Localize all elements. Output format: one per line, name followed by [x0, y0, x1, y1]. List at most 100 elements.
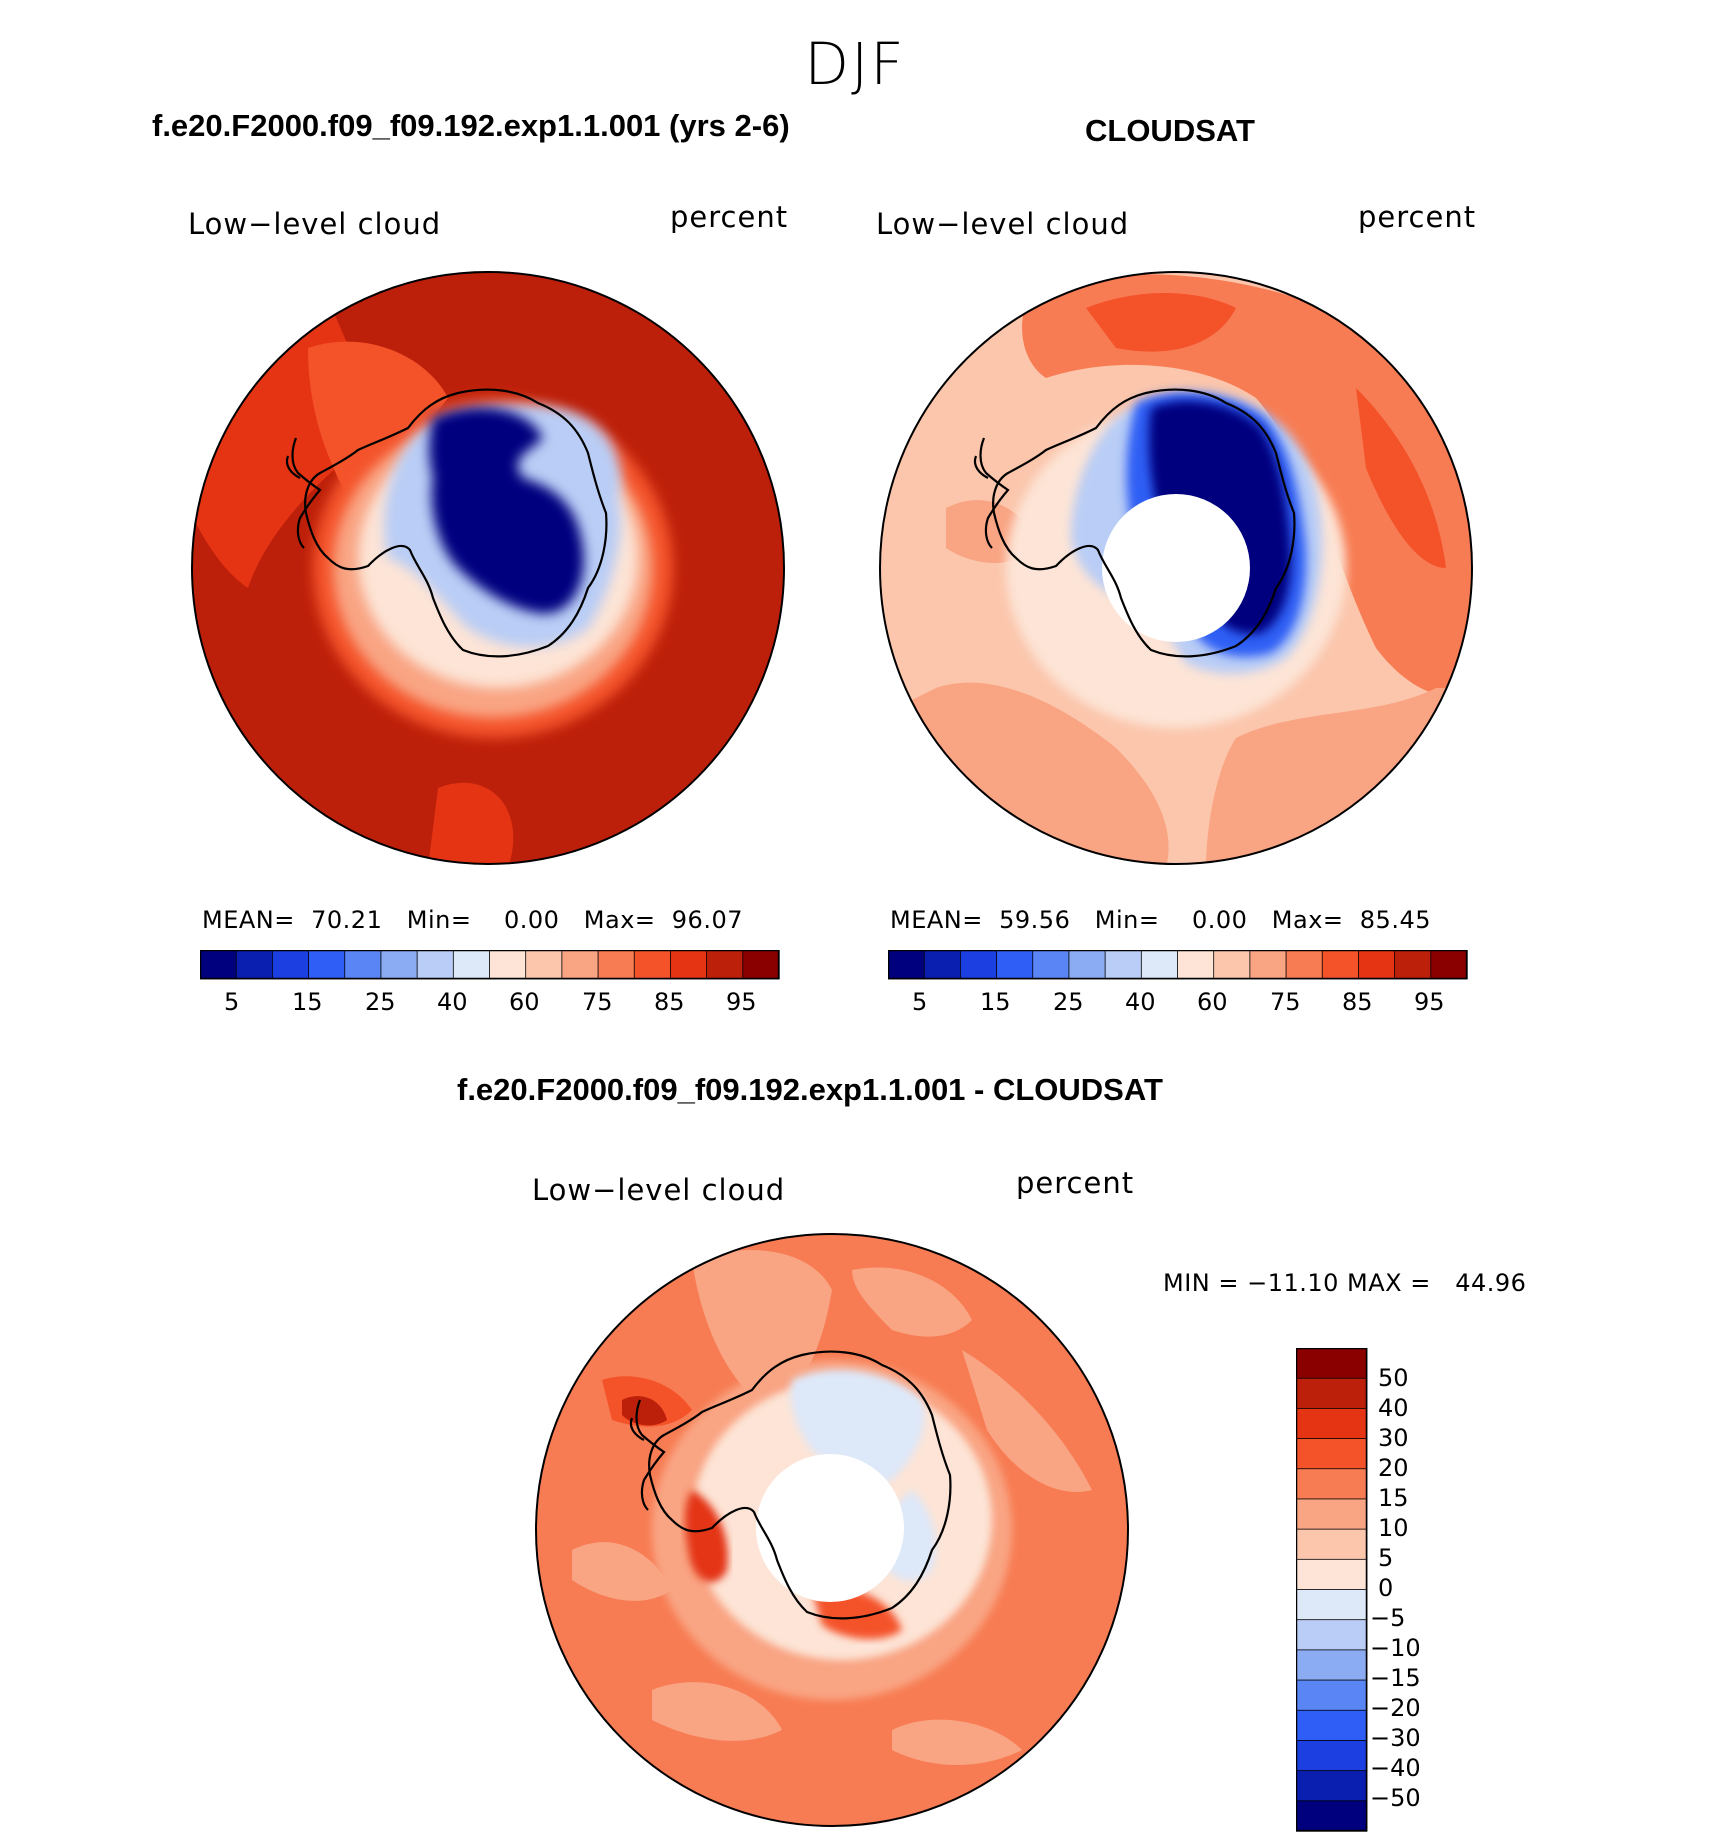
- colorbar-cell: [1140, 950, 1179, 980]
- panel-2-tick: 25: [1053, 988, 1084, 1016]
- diff-tick: −20: [1370, 1694, 1421, 1722]
- colorbar-cell: [1296, 1438, 1368, 1470]
- diff-tick: 0: [1378, 1574, 1394, 1602]
- colorbar-cell: [380, 950, 418, 980]
- panel-2-tick: 75: [1270, 988, 1301, 1016]
- diff-colorbar-ticks: 50 40 30 20 15 10 5 0 −5 −10 −15 −20 −30…: [1370, 1348, 1458, 1832]
- colorbar-cell: [597, 950, 635, 980]
- diff-colorbar-cells: [1296, 1348, 1368, 1832]
- panel-1-max-value: 96.07: [671, 906, 743, 934]
- panel-2-max-value: 85.45: [1359, 906, 1431, 934]
- panel-1-tick: 5: [224, 988, 240, 1016]
- colorbar-cell: [200, 950, 237, 980]
- panel-2-tick: 60: [1197, 988, 1228, 1016]
- diff-antarctica-coastline: [629, 1350, 952, 1620]
- colorbar-cell: [1296, 1558, 1368, 1591]
- panel-1-tick: 40: [437, 988, 468, 1016]
- colorbar-cell: [1296, 1377, 1368, 1410]
- panel-2-min-label: Min=: [1094, 906, 1160, 934]
- diff-tick: 20: [1378, 1454, 1409, 1482]
- diff-tick: −40: [1370, 1754, 1421, 1782]
- panel-1-tick: 60: [509, 988, 540, 1016]
- colorbar-cell: [1213, 950, 1251, 980]
- colorbar-cell: [1296, 1348, 1368, 1379]
- colorbar-cell: [344, 950, 382, 980]
- colorbar-cell: [525, 950, 563, 980]
- panel-1-min-label: Min=: [406, 906, 472, 934]
- diff-cloud-field: [536, 1234, 1128, 1826]
- colorbar-cell: [996, 950, 1034, 980]
- panel-1-tick: 95: [726, 988, 757, 1016]
- colorbar-cell: [888, 950, 925, 980]
- colorbar-cell: [670, 950, 708, 980]
- colorbar-cell: [959, 950, 998, 980]
- panel-2-tick: 15: [980, 988, 1011, 1016]
- diff-tick: 5: [1378, 1544, 1394, 1572]
- colorbar-cell: [1358, 950, 1396, 980]
- colorbar-cell: [416, 950, 455, 980]
- panel-1-tick: 25: [365, 988, 396, 1016]
- colorbar-cell: [1177, 950, 1215, 980]
- colorbar-cell: [308, 950, 346, 980]
- panel-2-map-border: [879, 271, 1473, 865]
- colorbar-cell: [1296, 1709, 1368, 1742]
- panel-1-map-border: [191, 271, 785, 865]
- panel-1-tick: 75: [582, 988, 613, 1016]
- colorbar-cell: [923, 950, 962, 980]
- diff-tick: 50: [1378, 1364, 1409, 1392]
- panel-2-mean-value: 59.56: [999, 906, 1071, 934]
- colorbar-cell: [1296, 1528, 1368, 1561]
- colorbar-cell: [633, 950, 672, 980]
- panel-1-mean-value: 70.21: [311, 906, 383, 934]
- diff-tick: −10: [1370, 1634, 1421, 1662]
- panel-2-antarctica-coastline: [973, 388, 1296, 658]
- panel-2-max-label: Max=: [1271, 906, 1344, 934]
- diff-tick: 15: [1378, 1484, 1409, 1512]
- colorbar-cell: [1296, 1619, 1368, 1651]
- diff-minmax-text: MIN = −11.10 MAX = 44.96: [1163, 1269, 1527, 1297]
- diff-tick: −5: [1370, 1604, 1406, 1632]
- panel-1-tick: 15: [292, 988, 323, 1016]
- diff-variable-label: Low−level cloud: [532, 1173, 786, 1207]
- colorbar-cell: [1296, 1589, 1368, 1621]
- panel-1-max-label: Max=: [583, 906, 656, 934]
- panel-2-stats: MEAN= 59.56 Min= 0.00 Max= 85.45: [890, 906, 1431, 934]
- colorbar-cell: [1321, 950, 1360, 980]
- colorbar-cell: [1394, 950, 1432, 980]
- diff-tick: −50: [1370, 1784, 1421, 1812]
- panel-2-tick: 5: [912, 988, 928, 1016]
- colorbar-cell: [1032, 950, 1070, 980]
- colorbar-cell: [1296, 1800, 1368, 1832]
- diff-tick: −30: [1370, 1724, 1421, 1752]
- panel-1-colorbar-cells: [200, 950, 780, 980]
- panel-2-variable-label: Low−level cloud: [876, 207, 1130, 241]
- colorbar-cell: [1296, 1468, 1368, 1500]
- diff-tick: −15: [1370, 1664, 1421, 1692]
- colorbar-cell: [235, 950, 274, 980]
- panel-1-units-label: percent: [670, 200, 789, 234]
- panel-2-min-value: 0.00: [1191, 906, 1248, 934]
- colorbar-cell: [1296, 1740, 1368, 1772]
- panel-1-tick: 85: [654, 988, 685, 1016]
- panel-1-run-title: f.e20.F2000.f09_f09.192.exp1.1.001 (yrs …: [152, 108, 790, 143]
- panel-1-polar-map: [191, 271, 785, 865]
- panel-2-tick: 95: [1414, 988, 1445, 1016]
- colorbar-cell: [742, 950, 780, 980]
- panel-2-tick: 85: [1342, 988, 1373, 1016]
- panel-2-colorbar-cells: [888, 950, 1468, 980]
- panel-1-min-value: 0.00: [503, 906, 560, 934]
- diff-polar-map: [535, 1233, 1129, 1827]
- colorbar-cell: [561, 950, 599, 980]
- panel-1-mean-label: MEAN=: [202, 906, 295, 934]
- diff-colorbar: [1296, 1348, 1368, 1832]
- colorbar-cell: [1296, 1498, 1368, 1530]
- main-title: DJF: [804, 30, 906, 98]
- diff-tick: 10: [1378, 1514, 1409, 1542]
- panel-2-colorbar-ticks: 5 15 25 40 60 75 85 95: [888, 988, 1468, 1018]
- diff-units-label: percent: [1016, 1166, 1135, 1200]
- colorbar-cell: [1068, 950, 1106, 980]
- diff-tick: 30: [1378, 1424, 1409, 1452]
- panel-1-variable-label: Low−level cloud: [188, 207, 442, 241]
- panel-2-run-title: CLOUDSAT: [1085, 113, 1255, 148]
- colorbar-cell: [1296, 1679, 1368, 1711]
